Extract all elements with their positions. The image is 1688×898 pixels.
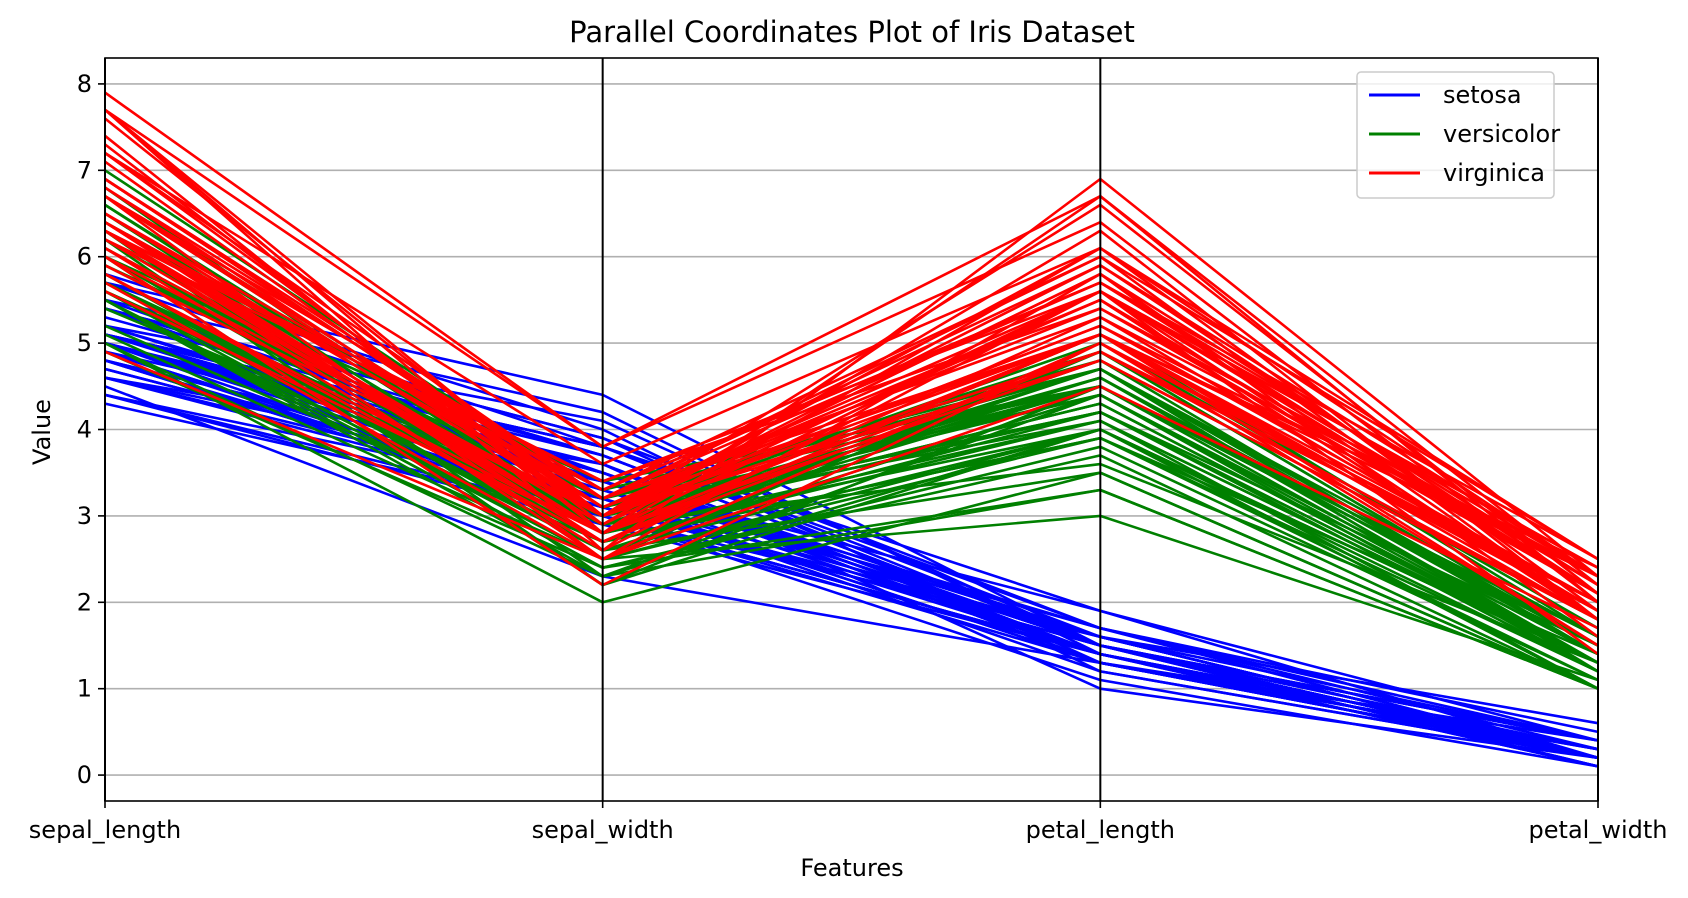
- grid-layer: [105, 83, 1598, 776]
- series-virginica: [104, 91, 1599, 656]
- y-tick-label-7: 7: [77, 156, 92, 184]
- y-tick-label-2: 2: [77, 588, 92, 616]
- data-line-virginica-48: [104, 238, 1599, 578]
- legend: setosa versicolor virginica: [1356, 71, 1560, 199]
- data-line-virginica-42: [104, 272, 1599, 613]
- y-tick-label-1: 1: [77, 675, 92, 703]
- data-line-virginica-40: [104, 195, 1599, 569]
- y-tick-label-0: 0: [77, 761, 92, 789]
- legend-label-virginica: virginica: [1443, 159, 1545, 187]
- data-line-versicolor-31: [104, 298, 1599, 690]
- x-tick-label-sepal_length: sepal_length: [29, 816, 181, 844]
- data-line-virginica-22: [104, 108, 1599, 604]
- data-line-virginica-49: [104, 264, 1599, 621]
- data-line-virginica-17: [104, 108, 1599, 587]
- legend-label-setosa: setosa: [1443, 81, 1522, 109]
- y-tick-label-3: 3: [77, 502, 92, 530]
- lines-layer: [104, 91, 1599, 768]
- x-tick-label-petal_length: petal_length: [1026, 816, 1175, 844]
- y-tick-label-4: 4: [77, 416, 92, 444]
- x-tick-label-sepal_width: sepal_width: [532, 816, 674, 844]
- ticks-layer: 0 1 2 3 4 5 6 7 8 sepal_length sepal_width petal_le…: [29, 70, 1668, 844]
- data-line-virginica-32: [104, 221, 1599, 587]
- data-line-virginica-9: [104, 151, 1599, 561]
- legend-label-versicolor: versicolor: [1443, 120, 1560, 148]
- x-axis-label: Features: [800, 854, 903, 882]
- data-line-virginica-19: [104, 255, 1599, 647]
- data-line-virginica-44: [104, 195, 1599, 561]
- y-axis-label: Value: [28, 399, 56, 465]
- legend-box: [1356, 71, 1555, 199]
- data-line-versicolor-43: [104, 341, 1599, 690]
- y-tick-label-6: 6: [77, 243, 92, 271]
- data-line-versicolor-39: [104, 298, 1599, 664]
- y-tick-label-5: 5: [77, 329, 92, 357]
- data-line-virginica-47: [104, 212, 1599, 604]
- data-line-versicolor-48: [104, 333, 1599, 682]
- x-tick-label-petal_width: petal_width: [1529, 816, 1668, 844]
- y-tick-label-8: 8: [77, 70, 92, 98]
- data-line-virginica-6: [104, 350, 1599, 630]
- chart-title: Parallel Coordinates Plot of Iris Datase…: [569, 15, 1135, 49]
